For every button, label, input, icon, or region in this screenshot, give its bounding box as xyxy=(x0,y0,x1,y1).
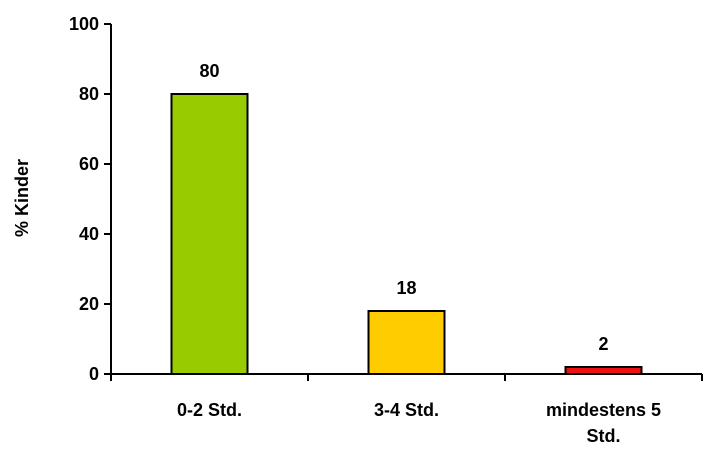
bar-2 xyxy=(367,310,446,375)
labels: 80 0-2 Std. 18 3-4 Std. 2 mindestens 5 Std. xyxy=(177,61,661,446)
y-tick-label: 60 xyxy=(79,154,99,174)
category-label-3: mindestens 5 Std. xyxy=(546,400,661,446)
data-label-2: 18 xyxy=(396,278,416,298)
category-label-2: 3-4 Std. xyxy=(374,400,439,420)
category-label-1: 0-2 Std. xyxy=(177,400,242,420)
y-tick-label: 40 xyxy=(79,224,99,244)
bar-3 xyxy=(564,366,643,375)
data-label-3: 2 xyxy=(598,334,608,354)
bar-1 xyxy=(170,93,249,375)
y-axis-title-group: % Kinder xyxy=(12,159,32,237)
y-axis-title: % Kinder xyxy=(12,159,32,237)
y-tick-label: 80 xyxy=(79,84,99,104)
bars xyxy=(170,93,643,375)
y-tick-label: 100 xyxy=(69,14,99,34)
data-label-1: 80 xyxy=(199,61,219,81)
y-tick-label: 20 xyxy=(79,294,99,314)
y-tick-label: 0 xyxy=(89,364,99,384)
